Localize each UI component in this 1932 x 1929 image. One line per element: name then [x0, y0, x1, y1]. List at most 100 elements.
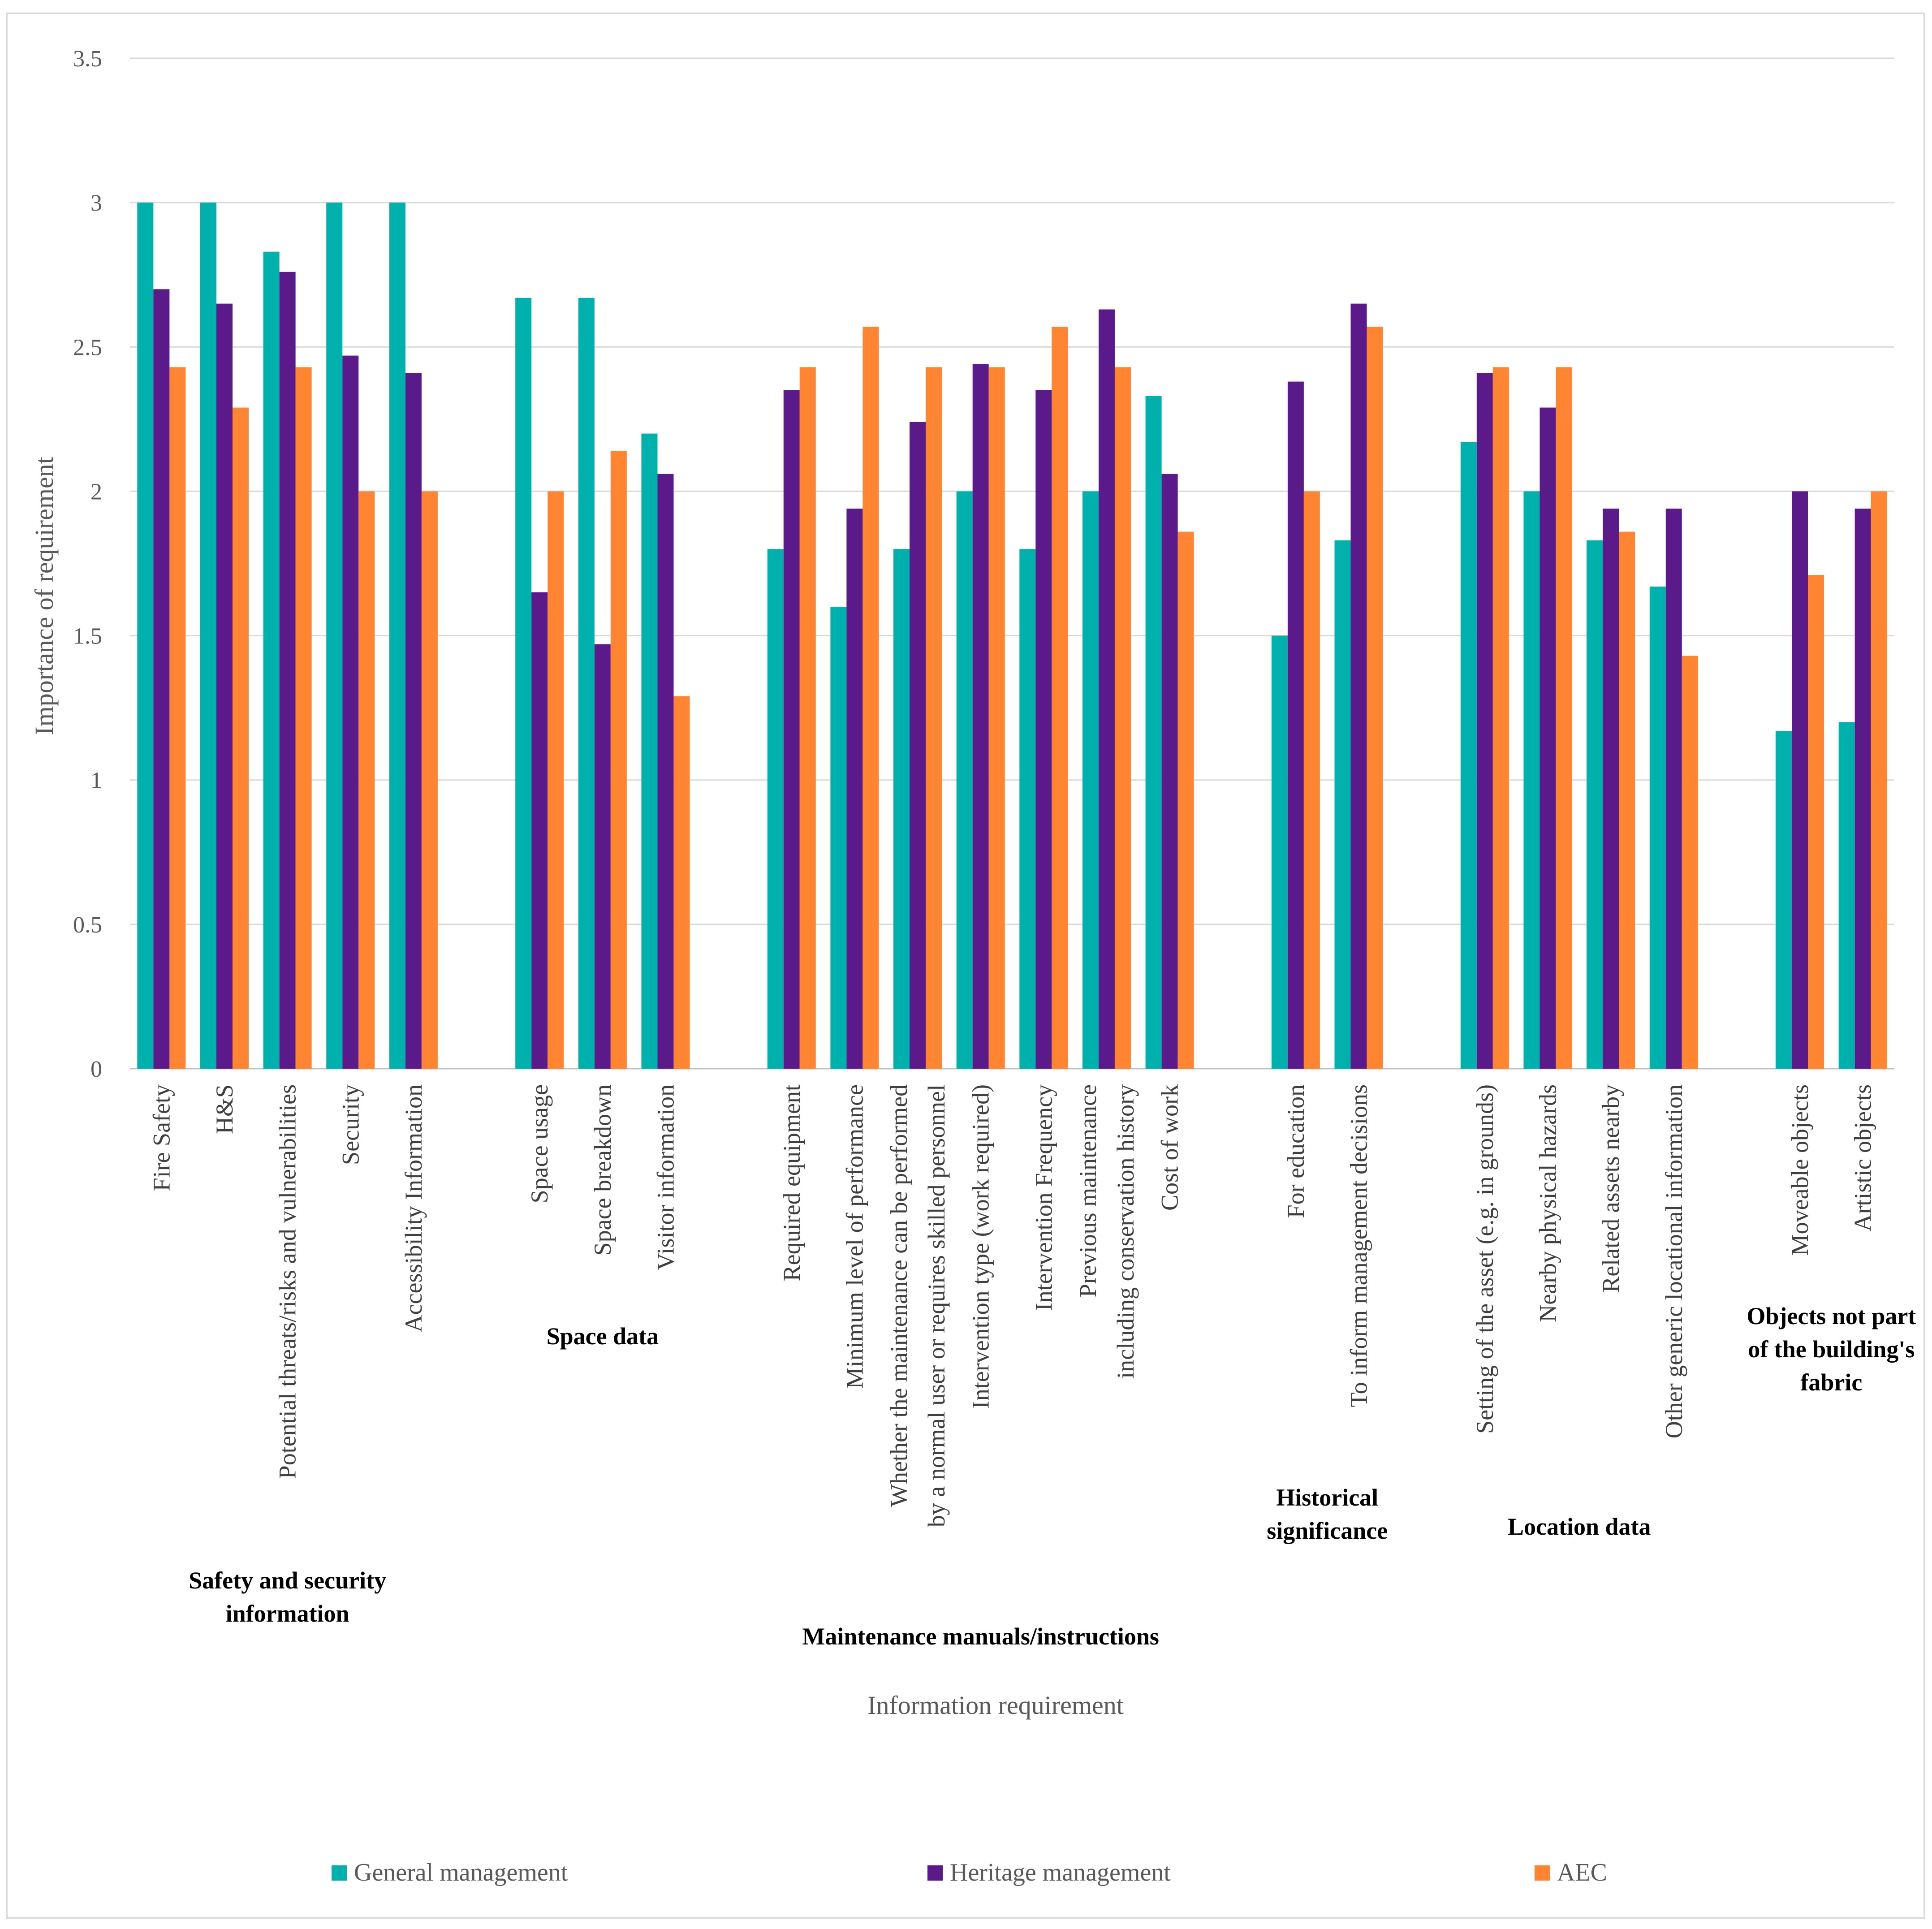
bar-general-management — [1271, 635, 1288, 1069]
bar-heritage-management — [1665, 509, 1682, 1069]
bar-general-management — [830, 607, 847, 1069]
category-label: Artistic objects — [1850, 1084, 1876, 1231]
bar-general-management — [1838, 722, 1855, 1069]
bar-general-management — [767, 549, 784, 1069]
category-label: For education — [1282, 1084, 1309, 1218]
bar-aec — [1871, 491, 1887, 1069]
group-label: Objects not part of the building's fabric — [1747, 1303, 1916, 1396]
group-label: Maintenance manuals/instructions — [802, 1623, 1159, 1650]
bar-aec — [1052, 327, 1068, 1069]
bar-general-management — [515, 298, 532, 1069]
bar-general-management — [200, 203, 216, 1069]
bar-heritage-management — [1540, 407, 1556, 1069]
category-label: Required equipment — [778, 1084, 805, 1281]
y-tick-label: 2.5 — [73, 335, 102, 360]
legend-swatch — [332, 1865, 347, 1881]
bar-aec — [862, 327, 879, 1069]
bar-aec — [1619, 531, 1635, 1069]
bar-heritage-management — [657, 474, 674, 1069]
bar-aec — [673, 696, 690, 1069]
category-label: Related assets nearby — [1597, 1084, 1624, 1293]
legend-label: General management — [354, 1859, 568, 1886]
bars — [137, 203, 1887, 1069]
bar-heritage-management — [783, 390, 800, 1069]
category-label: Nearby physical hazards — [1534, 1084, 1561, 1322]
category-label: Space usage — [526, 1084, 553, 1203]
y-tick-label: 2 — [91, 479, 102, 505]
legend-swatch — [1535, 1865, 1550, 1881]
bar-general-management — [641, 433, 658, 1069]
category-label: To inform management decisions — [1346, 1084, 1372, 1407]
bar-heritage-management — [594, 644, 611, 1069]
bar-heritage-management — [153, 289, 170, 1069]
group-label: Location data — [1508, 1513, 1651, 1540]
bar-general-management — [578, 298, 595, 1069]
bar-heritage-management — [1350, 303, 1367, 1069]
y-tick-label: 1.5 — [73, 624, 102, 649]
bar-aec — [1682, 656, 1698, 1069]
bar-heritage-management — [216, 303, 233, 1069]
bar-general-management — [1019, 549, 1036, 1069]
legend-label: Heritage management — [950, 1859, 1171, 1886]
bar-general-management — [1082, 491, 1099, 1069]
bar-heritage-management — [972, 364, 989, 1069]
bar-general-management — [263, 251, 280, 1069]
bar-heritage-management — [1476, 373, 1493, 1069]
category-label: Intervention Frequency — [1030, 1084, 1057, 1311]
legend: General management Heritage management AEC — [332, 1859, 1607, 1886]
group-label: Historical significance — [1267, 1484, 1388, 1544]
category-label: Minimum level of performance — [841, 1084, 868, 1389]
bar-general-management — [1334, 540, 1351, 1069]
bar-general-management — [137, 203, 154, 1069]
legend-label: AEC — [1557, 1859, 1607, 1886]
bar-heritage-management — [846, 509, 863, 1069]
y-tick-label: 1 — [91, 768, 102, 794]
bar-aec — [1556, 367, 1572, 1069]
category-label: Other generic locational information — [1660, 1084, 1687, 1438]
bar-aec — [548, 491, 564, 1069]
bar-general-management — [1587, 540, 1603, 1069]
bar-aec — [799, 367, 816, 1069]
bar-aec — [610, 451, 627, 1069]
x-axis-title: Information requirement — [867, 1691, 1124, 1720]
category-label: Potential threats/risks and vulnerabilit… — [274, 1084, 301, 1479]
category-label: Visitor information — [652, 1084, 679, 1270]
y-tick-label: 3.5 — [73, 46, 102, 72]
bar-heritage-management — [1035, 390, 1052, 1069]
y-tick-label: 0.5 — [73, 912, 102, 938]
y-tick-label: 3 — [91, 190, 102, 216]
bar-aec — [358, 491, 375, 1069]
bar-general-management — [893, 549, 910, 1069]
bar-heritage-management — [531, 592, 548, 1069]
group-label: Safety and security information — [189, 1567, 386, 1627]
bar-general-management — [326, 203, 343, 1069]
y-axis-title: Importance of requirement — [30, 457, 59, 735]
bar-heritage-management — [1287, 381, 1304, 1069]
category-label: Intervention type (work required) — [967, 1084, 994, 1409]
bar-heritage-management — [342, 355, 359, 1069]
category-label: Moveable objects — [1786, 1084, 1813, 1256]
category-label: Space breakdown — [589, 1084, 616, 1256]
group-label: Space data — [547, 1323, 659, 1350]
y-tick-label: 0 — [91, 1057, 102, 1082]
bar-heritage-management — [1854, 509, 1871, 1069]
bar-heritage-management — [279, 272, 296, 1069]
group-labels: Safety and security information Space data… — [189, 1303, 1916, 1650]
category-label: Previous maintenance including conservati… — [1074, 1084, 1139, 1379]
bar-general-management — [1523, 491, 1540, 1069]
category-label: Whether the maintenance can be performed… — [885, 1084, 950, 1527]
category-label: Setting of the asset (e.g. in grounds) — [1471, 1084, 1498, 1434]
bar-general-management — [1460, 442, 1477, 1069]
category-labels: Fire Safety H&S Potential threats/risks an… — [148, 1084, 1876, 1527]
bar-aec — [295, 367, 312, 1069]
bar-general-management — [389, 203, 405, 1069]
bar-general-management — [1776, 731, 1792, 1069]
category-label: Fire Safety — [148, 1084, 175, 1191]
category-label: H&S — [211, 1084, 238, 1134]
bar-heritage-management — [1603, 509, 1619, 1069]
bar-aec — [232, 407, 249, 1069]
category-label: Accessibility Information — [400, 1084, 427, 1332]
legend-swatch — [927, 1865, 943, 1881]
bar-aec — [1177, 531, 1194, 1069]
